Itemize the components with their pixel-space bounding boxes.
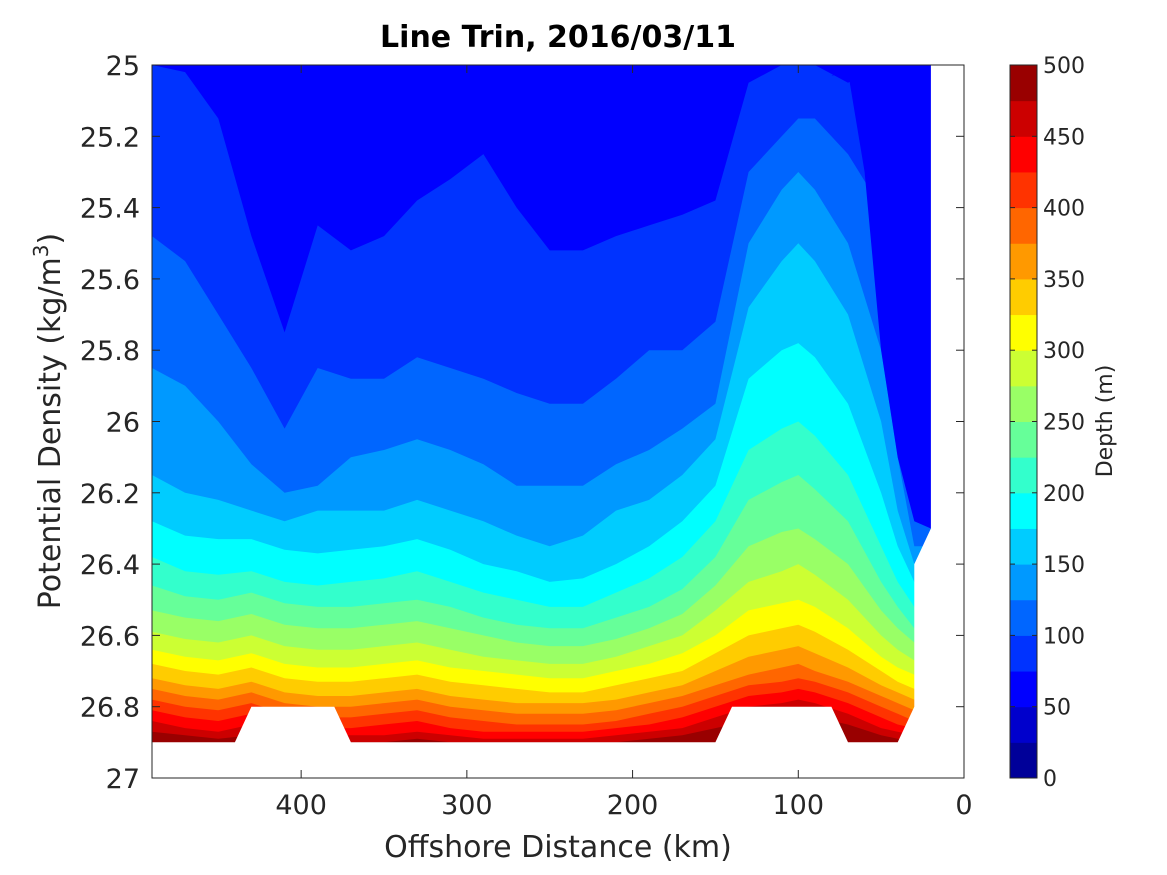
y-axis-label: Potential Density (kg/m3) [29, 233, 68, 609]
colorbar-segment-8 [1010, 457, 1037, 494]
y-axis-label-main: Potential Density (kg/m [33, 257, 68, 609]
x-tick-label-200: 200 [607, 790, 659, 821]
colorbar-segment-4 [1010, 599, 1037, 636]
colorbar-segment-2 [1010, 671, 1037, 708]
colorbar-segment-11 [1010, 350, 1037, 387]
y-tick-label-26.6: 26.6 [80, 621, 140, 652]
y-tick-label-25.2: 25.2 [80, 122, 140, 153]
colorbar-segment-7 [1010, 492, 1037, 529]
depth-band-shallow [367, 65, 964, 529]
y-axis: 25 25.2 25.4 25.6 25.8 26 26.2 26.4 26.6 26.8 27 [80, 51, 964, 795]
y-tick-label-25.6: 25.6 [80, 265, 140, 296]
colorbar-segment-9 [1010, 421, 1037, 458]
colorbar-segment-0 [1010, 742, 1037, 779]
x-tick-label-300: 300 [441, 790, 493, 821]
colorbar-segment-6 [1010, 528, 1037, 565]
colorbar-tick-label-0: 0 [1043, 767, 1057, 792]
colorbar-segment-10 [1010, 385, 1037, 422]
colorbar-tick-label-350: 350 [1043, 268, 1085, 293]
colorbar-tick-label-400: 400 [1043, 197, 1085, 222]
x-tick-label-0: 0 [955, 790, 972, 821]
x-axis-label: Offshore Distance (km) [384, 830, 732, 865]
colorbar-segment-15 [1010, 207, 1037, 244]
colorbar-tick-label-150: 150 [1043, 553, 1085, 578]
y-axis-label-sup: 3 [29, 244, 53, 257]
colorbar-segment-14 [1010, 243, 1037, 280]
colorbar-segment-3 [1010, 635, 1037, 672]
y-tick-label-25.4: 25.4 [80, 194, 140, 225]
y-tick-label-26: 26 [106, 408, 140, 439]
colorbar-tick-label-500: 500 [1043, 54, 1085, 79]
colorbar-segment-1 [1010, 706, 1037, 743]
colorbar-segment-12 [1010, 314, 1037, 351]
colorbar-segment-5 [1010, 564, 1037, 601]
colorbar-segment-19 [1010, 65, 1037, 102]
x-tick-label-400: 400 [275, 790, 327, 821]
x-tick-label-100: 100 [773, 790, 825, 821]
y-tick-label-26.4: 26.4 [80, 550, 140, 581]
colorbar-ticks: 0 50 100 150 200 250 300 350 400 450 500 [1010, 54, 1085, 792]
chart-title: Line Trin, 2016/03/11 [380, 20, 736, 55]
colorbar-label: Depth (m) [1093, 365, 1118, 478]
colorbar-tick-label-50: 50 [1043, 696, 1071, 721]
colorbar-tick-label-300: 300 [1043, 339, 1085, 364]
colorbar-tick-label-100: 100 [1043, 624, 1085, 649]
y-tick-label-27: 27 [106, 764, 140, 795]
colorbar-tick-label-450: 450 [1043, 125, 1085, 150]
y-tick-label-26.8: 26.8 [80, 693, 140, 724]
colorbar [1009, 64, 1038, 779]
y-tick-label-25: 25 [106, 51, 140, 82]
colorbar-tick-label-200: 200 [1043, 482, 1085, 507]
colorbar-segment-13 [1010, 278, 1037, 316]
y-tick-label-25.8: 25.8 [80, 336, 140, 367]
y-tick-label-26.2: 26.2 [80, 479, 140, 510]
colorbar-segment-17 [1010, 136, 1037, 173]
colorbar-segment-16 [1010, 171, 1037, 209]
y-axis-label-close: ) [33, 233, 68, 245]
colorbar-segment-18 [1010, 100, 1037, 137]
colorbar-tick-label-250: 250 [1043, 411, 1085, 436]
contour-fills [152, 65, 964, 778]
x-axis: 400 300 200 100 0 [275, 65, 973, 821]
